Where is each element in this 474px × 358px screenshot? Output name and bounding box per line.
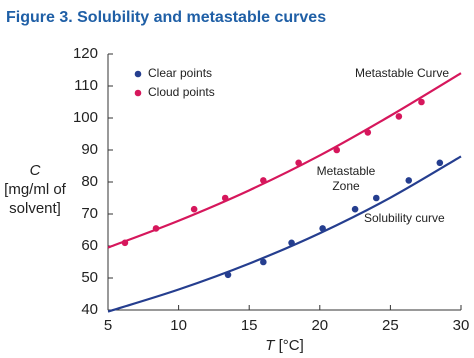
legend-label: Cloud points bbox=[148, 85, 215, 99]
y-tick-label: 70 bbox=[81, 205, 98, 222]
y-axis-label-line: C bbox=[30, 162, 41, 179]
data-point bbox=[260, 177, 267, 184]
x-axis-label: T [°C] bbox=[265, 337, 304, 354]
data-point bbox=[121, 239, 129, 247]
data-point bbox=[190, 205, 198, 213]
data-point bbox=[333, 146, 341, 154]
x-axis-label-part: [°C] bbox=[274, 337, 303, 354]
legend-marker bbox=[134, 89, 142, 97]
data-point bbox=[364, 129, 372, 136]
curve bbox=[107, 155, 462, 313]
data-point bbox=[221, 194, 229, 202]
data-point bbox=[295, 159, 302, 167]
y-axis-label-line: [mg/ml of bbox=[4, 181, 67, 198]
data-point bbox=[288, 239, 295, 247]
data-point bbox=[152, 225, 160, 232]
y-tick-label: 100 bbox=[73, 109, 98, 126]
data-point bbox=[224, 271, 232, 279]
x-tick-label: 15 bbox=[241, 317, 258, 334]
y-tick-label: 60 bbox=[81, 237, 98, 254]
x-tick-label: 30 bbox=[453, 317, 470, 334]
x-tick-label: 5 bbox=[104, 317, 112, 334]
curve-label: Metastable Curve bbox=[355, 66, 449, 80]
y-tick-label: 90 bbox=[81, 141, 98, 158]
x-axis-label-part: T bbox=[265, 337, 276, 354]
y-tick-label: 120 bbox=[73, 45, 98, 62]
curve-label: Solubility curve bbox=[364, 211, 445, 225]
y-tick-label: 40 bbox=[81, 301, 98, 318]
data-point bbox=[436, 159, 444, 167]
annotation: Metastable bbox=[317, 164, 376, 178]
data-point bbox=[260, 258, 267, 266]
y-axis-label-line: solvent] bbox=[9, 200, 61, 217]
data-point bbox=[405, 177, 413, 184]
x-tick-label: 10 bbox=[170, 317, 187, 334]
data-point bbox=[372, 194, 380, 202]
chart-title: Figure 3. Solubility and metastable curv… bbox=[6, 9, 326, 26]
y-tick-label: 110 bbox=[74, 77, 98, 94]
legend-label: Clear points bbox=[148, 66, 212, 80]
data-point bbox=[418, 98, 425, 106]
data-point bbox=[395, 113, 403, 120]
y-axis-label: C [mg/ml of solvent] bbox=[4, 162, 67, 217]
y-tick-label: 80 bbox=[81, 173, 98, 190]
data-point bbox=[351, 205, 359, 213]
y-tick-label: 50 bbox=[81, 269, 98, 286]
annotation: Zone bbox=[332, 179, 360, 193]
legend-marker bbox=[134, 70, 142, 78]
x-tick-label: 20 bbox=[311, 317, 328, 334]
data-point bbox=[319, 225, 326, 232]
x-tick-label: 25 bbox=[382, 317, 399, 334]
curve bbox=[107, 72, 462, 249]
